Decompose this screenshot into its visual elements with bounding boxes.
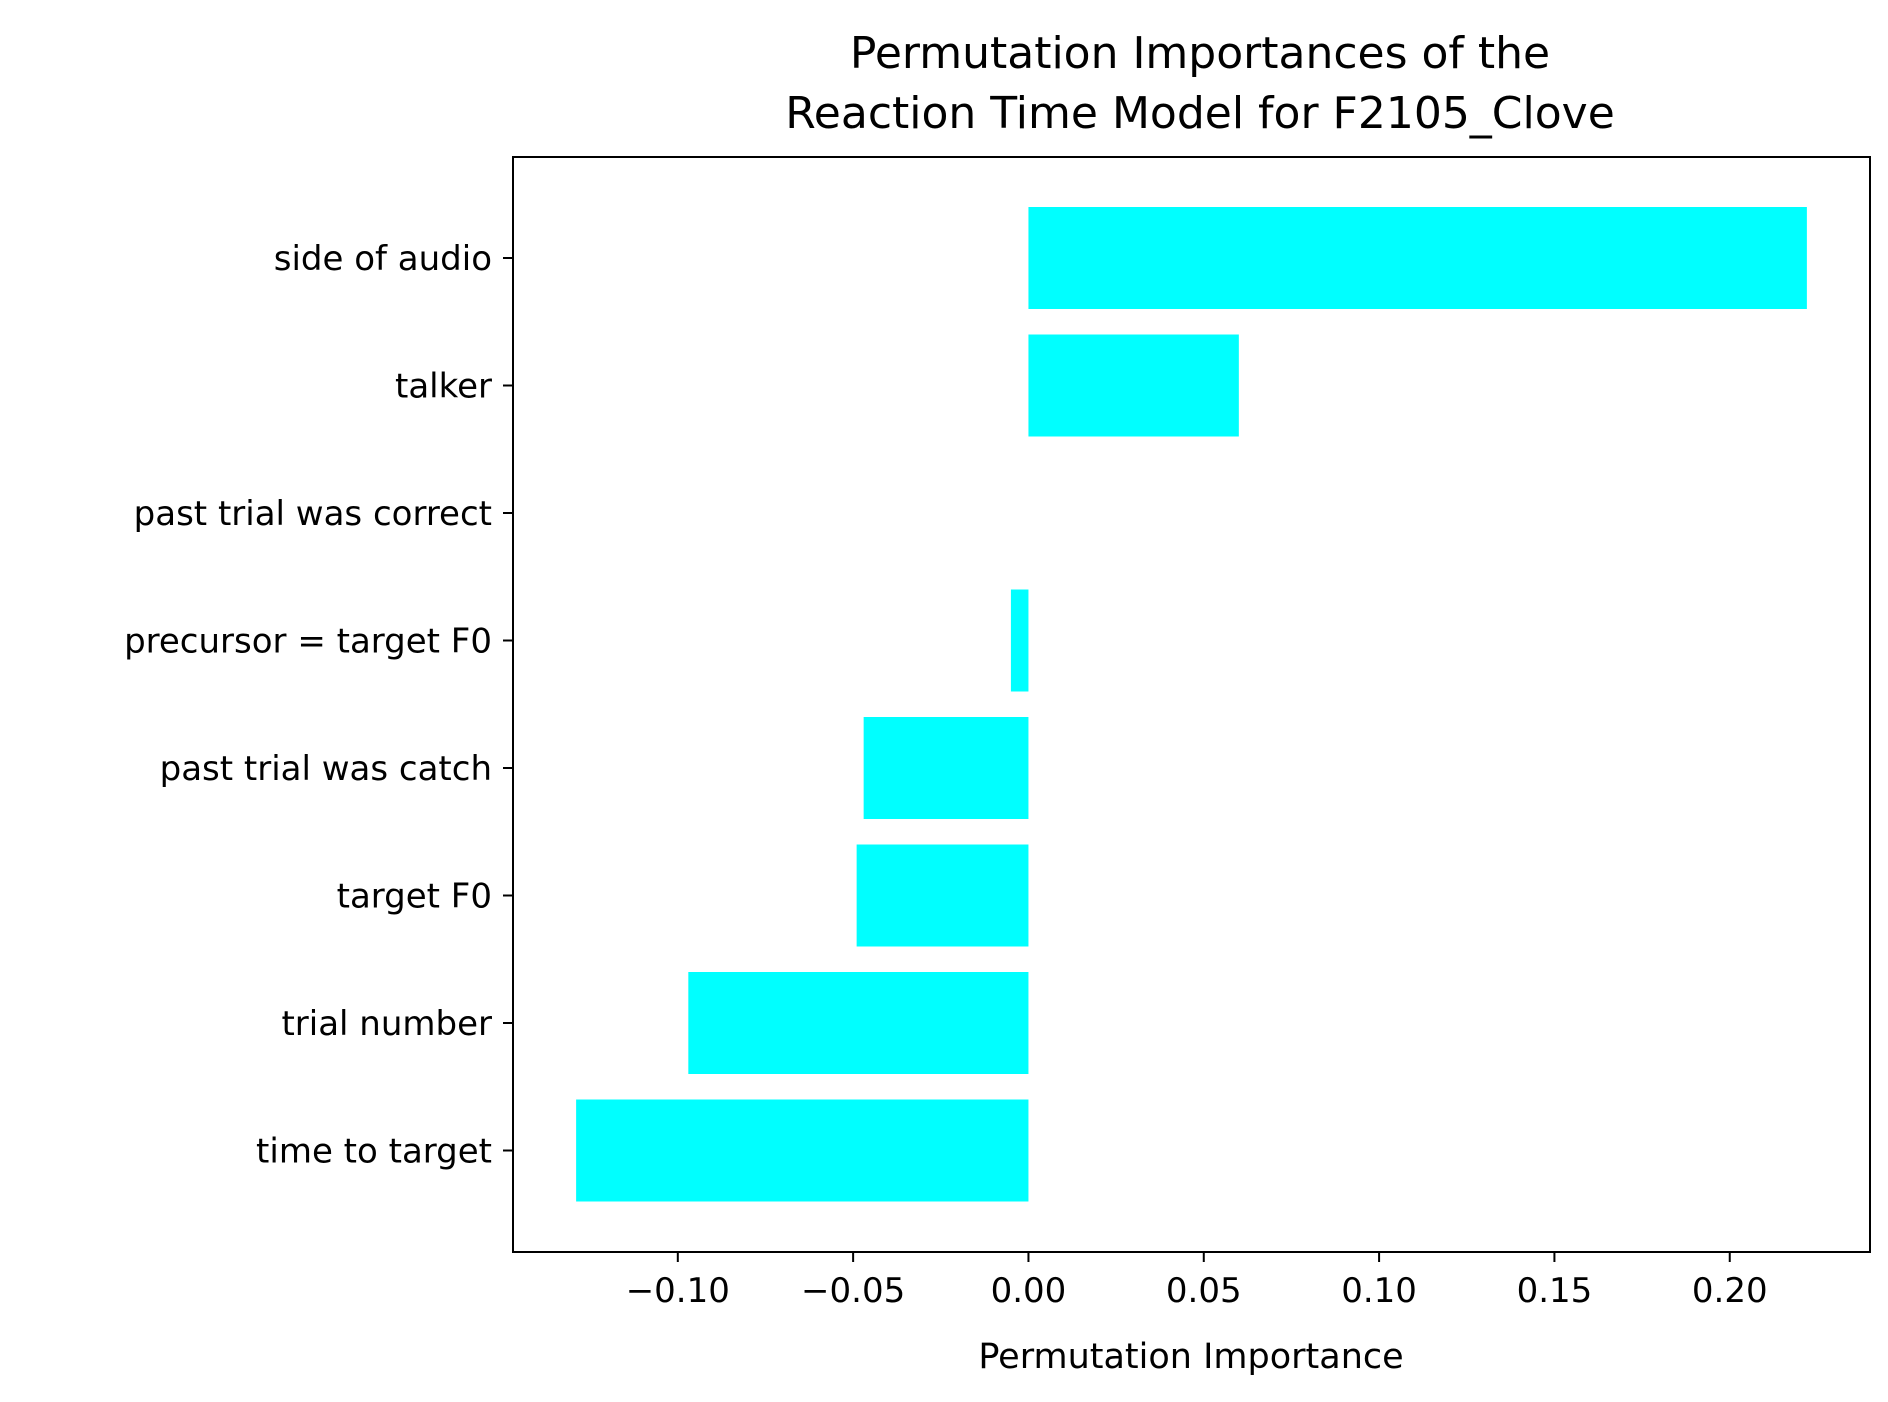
bar-side-of-audio bbox=[1028, 207, 1807, 309]
y-tick-label: trial number bbox=[281, 1004, 492, 1044]
bars-layer bbox=[576, 207, 1807, 1202]
y-tick-label: side of audio bbox=[274, 239, 492, 279]
x-tick-label: −0.10 bbox=[626, 1271, 730, 1311]
bar-target-f0 bbox=[856, 844, 1029, 947]
x-tick-label: 0.20 bbox=[1692, 1271, 1768, 1311]
y-tick-label: talker bbox=[395, 367, 492, 407]
plot-frame bbox=[512, 156, 1871, 1253]
bar-talker bbox=[1028, 334, 1239, 437]
bar-time-to-target bbox=[576, 1099, 1029, 1202]
x-axis-ticks: −0.10 −0.05 0.00 0.05 0.10 0.15 0.20 bbox=[626, 1252, 1768, 1311]
x-axis-label: Permutation Importance bbox=[978, 1337, 1403, 1377]
chart-title-line-1: Permutation Importances of the bbox=[850, 28, 1550, 79]
x-tick-label: 0.05 bbox=[1166, 1271, 1242, 1311]
y-axis-ticks: side of audio talker past trial was correc… bbox=[124, 239, 513, 1172]
bar-precursor-target-f0 bbox=[1010, 589, 1029, 692]
y-tick-label: time to target bbox=[256, 1132, 492, 1172]
bar-trial-number bbox=[688, 972, 1029, 1074]
x-tick-label: −0.05 bbox=[801, 1271, 905, 1311]
y-tick-label: target F0 bbox=[337, 877, 492, 917]
chart-title-line-2: Reaction Time Model for F2105_Clove bbox=[785, 88, 1615, 139]
y-tick-label: past trial was catch bbox=[160, 749, 492, 789]
y-tick-label: past trial was correct bbox=[134, 494, 492, 534]
x-tick-label: 0.00 bbox=[991, 1271, 1067, 1311]
y-tick-label: precursor = target F0 bbox=[124, 622, 492, 662]
bar-past-trial-was-catch bbox=[863, 717, 1029, 819]
x-tick-label: 0.15 bbox=[1517, 1271, 1593, 1311]
x-tick-label: 0.10 bbox=[1341, 1271, 1417, 1311]
